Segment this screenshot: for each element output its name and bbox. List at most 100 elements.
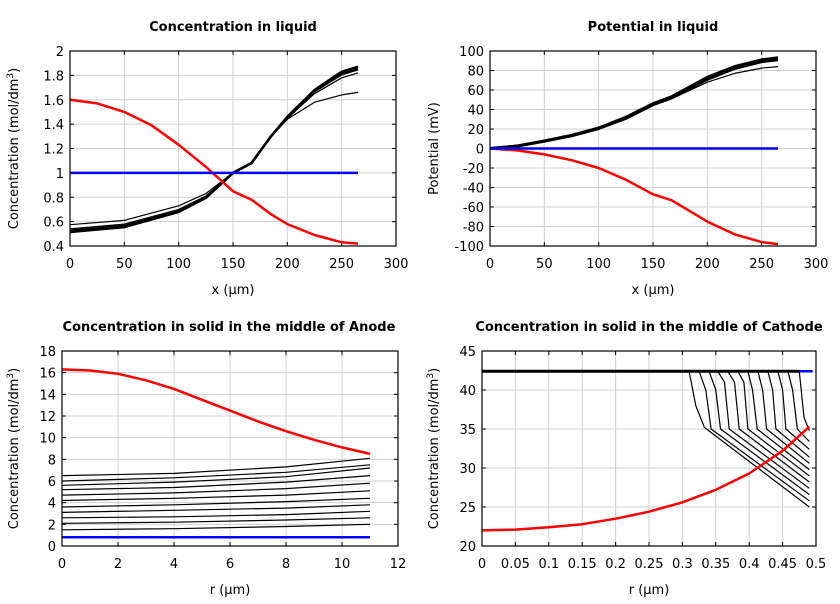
y-tick-label: 18 xyxy=(39,345,56,360)
x-tick-label: 6 xyxy=(226,557,234,572)
y-tick-label: 1 xyxy=(56,167,64,182)
x-tick-label: 0.3 xyxy=(672,557,693,572)
chart-title: Concentration in liquid xyxy=(149,20,317,35)
x-tick-label: 0.25 xyxy=(635,557,664,572)
y-axis-label-text: Potential (mV) xyxy=(427,102,442,195)
chart-title: Concentration in solid in the middle of … xyxy=(63,320,396,335)
series-line-13 xyxy=(787,371,810,442)
y-tick-label: 20 xyxy=(467,123,484,138)
y-tick-label: 40 xyxy=(459,384,476,399)
y-tick-label: 30 xyxy=(459,462,476,477)
y-axis-label-text: Concentration (mol/dm xyxy=(427,379,442,530)
series-line-4 xyxy=(70,65,359,234)
series-line-14 xyxy=(798,371,810,431)
series-line-1 xyxy=(70,91,359,226)
x-tick-label: 2 xyxy=(114,557,122,572)
y-tick-label: 8 xyxy=(48,453,56,468)
y-tick-label: 45 xyxy=(459,345,476,360)
x-axis-label: r (µm) xyxy=(629,583,670,598)
y-tick-label: 20 xyxy=(459,540,476,555)
x-tick-label: 0.05 xyxy=(501,557,530,572)
series-line-4 xyxy=(62,504,371,513)
x-tick-label: 4 xyxy=(170,557,178,572)
y-tick-label: 6 xyxy=(48,475,56,490)
x-tick-label: 0.2 xyxy=(605,557,626,572)
y-axis-label: Concentration (mol/dm3) xyxy=(6,368,22,530)
y-tick-label: 80 xyxy=(467,65,484,80)
plot-frame xyxy=(61,350,399,547)
series-line-11 xyxy=(62,457,371,477)
series-line-6 xyxy=(717,370,810,489)
y-axis-label-end: ) xyxy=(7,68,22,73)
x-tick-label: 200 xyxy=(275,257,300,272)
series-line-12 xyxy=(777,371,810,450)
subplot-4: Concentration in solid in the middle of … xyxy=(426,320,826,598)
plot-frame xyxy=(489,50,817,247)
series-line-12 xyxy=(62,368,371,456)
chart-title: Concentration in solid in the middle of … xyxy=(475,320,823,335)
x-tick-label: 50 xyxy=(536,257,553,272)
y-axis-label-end: ) xyxy=(427,368,442,373)
subplot-3: Concentration in solid in the middle of … xyxy=(6,320,406,598)
x-tick-label: 0.35 xyxy=(701,557,730,572)
x-tick-label: 250 xyxy=(749,257,774,272)
series-line-2 xyxy=(70,72,359,230)
y-tick-label: 0 xyxy=(48,540,56,555)
x-tick-label: 200 xyxy=(695,257,720,272)
y-tick-label: -80 xyxy=(463,221,484,236)
y-tick-label: 1.8 xyxy=(43,69,64,84)
y-tick-label: -100 xyxy=(454,240,484,255)
plot-frame xyxy=(69,50,397,247)
y-tick-label: 25 xyxy=(459,501,476,516)
y-axis-label-superscript: 3 xyxy=(6,373,16,379)
y-axis-label: Potential (mV) xyxy=(427,102,442,195)
series-line-5 xyxy=(70,98,359,245)
y-axis-label-text: Concentration (mol/dm xyxy=(7,79,22,230)
x-tick-label: 300 xyxy=(384,257,409,272)
x-tick-label: 0.45 xyxy=(768,557,797,572)
x-tick-label: 8 xyxy=(282,557,290,572)
x-tick-label: 0 xyxy=(478,557,486,572)
y-tick-label: 35 xyxy=(459,423,476,438)
y-axis-label-superscript: 3 xyxy=(6,73,16,79)
x-axis-label: x (µm) xyxy=(632,283,675,298)
y-tick-label: 0.4 xyxy=(43,240,64,255)
y-tick-label: -20 xyxy=(463,162,484,177)
x-tick-label: 0 xyxy=(66,257,74,272)
y-tick-label: 0.8 xyxy=(43,191,64,206)
x-tick-label: 100 xyxy=(586,257,611,272)
y-tick-label: 0 xyxy=(476,143,484,158)
series-line-1 xyxy=(490,66,779,150)
series-line-1 xyxy=(62,523,371,531)
y-tick-label: -40 xyxy=(463,182,484,197)
series-line-5 xyxy=(62,497,371,508)
y-tick-label: 1.2 xyxy=(43,143,64,158)
series-line-6 xyxy=(62,490,371,502)
series-line-3 xyxy=(490,56,779,150)
y-tick-label: -60 xyxy=(463,201,484,216)
series-line-2 xyxy=(62,517,371,524)
x-tick-label: 0.1 xyxy=(538,557,559,572)
x-axis-label: r (µm) xyxy=(210,583,251,598)
series-line-4 xyxy=(490,147,779,246)
x-tick-label: 250 xyxy=(329,257,354,272)
x-tick-label: 50 xyxy=(116,257,133,272)
series-line-3 xyxy=(62,510,371,519)
series-line-9 xyxy=(62,467,371,486)
x-tick-label: 300 xyxy=(804,257,829,272)
x-tick-label: 10 xyxy=(334,557,351,572)
x-tick-label: 100 xyxy=(166,257,191,272)
y-tick-label: 16 xyxy=(39,367,56,382)
x-tick-label: 0.4 xyxy=(739,557,760,572)
x-axis-label: x (µm) xyxy=(212,283,255,298)
series-line-8 xyxy=(737,371,810,477)
x-tick-label: 0 xyxy=(58,557,66,572)
y-tick-label: 14 xyxy=(39,388,56,403)
y-tick-label: 0.6 xyxy=(43,216,64,231)
series-line-15 xyxy=(482,425,811,532)
y-axis-label: Concentration (mol/dm3) xyxy=(6,68,22,230)
plot-frame xyxy=(481,350,817,547)
